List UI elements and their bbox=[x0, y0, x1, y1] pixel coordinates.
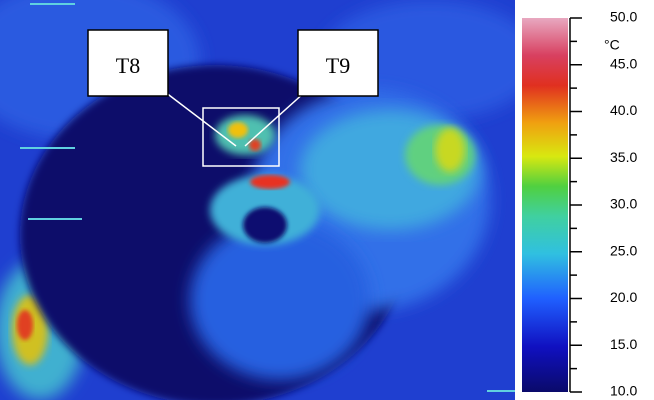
tick-label: 10.0 bbox=[610, 383, 637, 399]
tick-label: 20.0 bbox=[610, 289, 637, 305]
tick-label: 50.0 bbox=[610, 9, 637, 25]
tick-label: 35.0 bbox=[610, 149, 637, 165]
tick-label: 40.0 bbox=[610, 102, 637, 118]
unit-label: °C bbox=[604, 37, 620, 53]
tick-label: 15.0 bbox=[610, 336, 637, 352]
tick-label: 30.0 bbox=[610, 196, 637, 212]
tick-label: 45.0 bbox=[610, 55, 637, 71]
thermal-view: T8 T9 °C 50.0 45.0 40.0 35.0 30.0 25.0 20.0 15.… bbox=[0, 0, 654, 400]
thermal-image bbox=[0, 0, 540, 400]
annotation-label: T8 bbox=[116, 53, 140, 78]
colorbar bbox=[522, 18, 568, 392]
annotation-label: T9 bbox=[326, 53, 350, 78]
tick-label: 25.0 bbox=[610, 242, 637, 258]
